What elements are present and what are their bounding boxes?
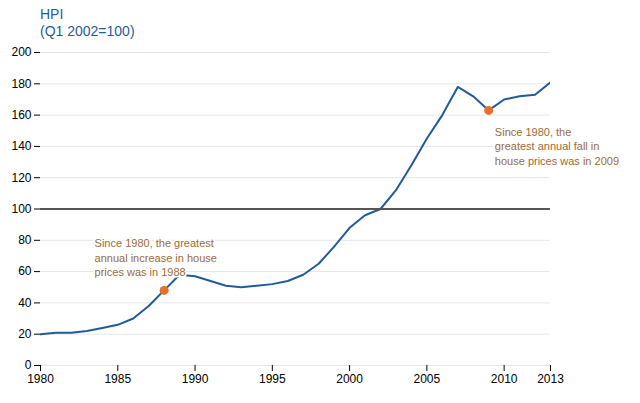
svg-text:2005: 2005 xyxy=(414,372,441,386)
svg-text:140: 140 xyxy=(11,139,31,153)
svg-text:60: 60 xyxy=(18,264,32,278)
svg-text:200: 200 xyxy=(11,45,31,59)
svg-text:1990: 1990 xyxy=(182,372,209,386)
svg-text:1995: 1995 xyxy=(259,372,286,386)
svg-text:1985: 1985 xyxy=(104,372,131,386)
svg-text:1980: 1980 xyxy=(27,372,54,386)
html-text:HPI: HPI xyxy=(40,6,64,22)
svg-text:120: 120 xyxy=(11,171,31,185)
svg-text:2013: 2013 xyxy=(537,372,564,386)
svg-text:2000: 2000 xyxy=(336,372,363,386)
svg-text:20: 20 xyxy=(18,327,32,341)
svg-text:80: 80 xyxy=(18,233,32,247)
svg-text:Since 1980, thegreatest annual: Since 1980, thegreatest annual fall inho… xyxy=(495,126,619,167)
svg-text:100: 100 xyxy=(11,202,31,216)
svg-text:180: 180 xyxy=(11,77,31,91)
svg-text:40: 40 xyxy=(18,296,32,310)
svg-text:Since 1980, the greatestannual: Since 1980, the greatestannual increase … xyxy=(95,237,217,278)
svg-text:2010: 2010 xyxy=(491,372,518,386)
html-text:(Q1 2002=100): (Q1 2002=100) xyxy=(40,23,135,39)
svg-text:0: 0 xyxy=(25,358,32,372)
svg-text:160: 160 xyxy=(11,108,31,122)
